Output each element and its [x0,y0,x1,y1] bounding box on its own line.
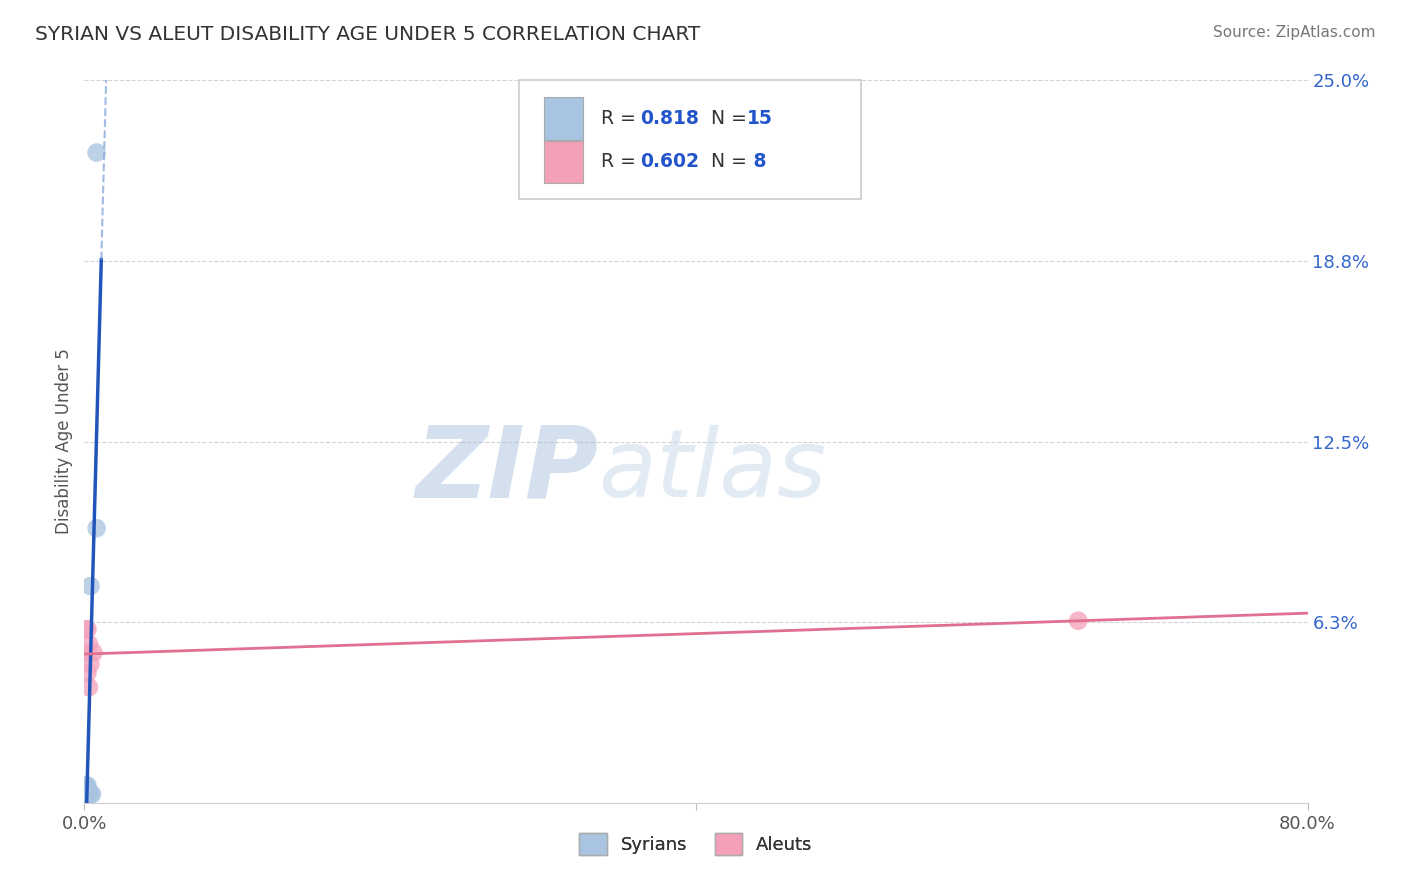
Point [76,787,98,801]
Point [86,145,108,160]
Point [1067,614,1090,628]
Point [77,680,100,694]
Point [75,784,97,798]
Text: Source: ZipAtlas.com: Source: ZipAtlas.com [1212,25,1375,40]
Text: SYRIAN VS ALEUT DISABILITY AGE UNDER 5 CORRELATION CHART: SYRIAN VS ALEUT DISABILITY AGE UNDER 5 C… [35,25,700,44]
Point [79,657,101,671]
FancyBboxPatch shape [544,97,583,140]
Point [77,784,100,798]
Legend: Syrians, Aleuts: Syrians, Aleuts [572,826,820,863]
Text: 8: 8 [748,153,766,171]
Point [77,787,100,801]
Point [76,781,98,796]
Text: R =: R = [600,109,636,128]
Point [75,779,97,793]
Point [83,646,105,660]
Point [76,665,98,680]
Point [77,637,100,651]
Text: 0.818: 0.818 [640,109,699,128]
Text: R =: R = [600,153,636,171]
Point [79,787,101,801]
Point [75,790,97,805]
Point [75,781,97,796]
Point [76,779,98,793]
FancyBboxPatch shape [519,80,860,200]
Point [76,623,98,637]
Text: 0.602: 0.602 [640,153,699,171]
Text: 15: 15 [748,109,773,128]
Point [76,784,98,798]
Point [86,521,108,535]
Point [80,787,103,801]
Y-axis label: Disability Age Under 5: Disability Age Under 5 [55,349,73,534]
Point [75,646,97,660]
Point [75,787,97,801]
FancyBboxPatch shape [544,141,583,183]
Text: N =: N = [710,109,747,128]
Text: ZIP: ZIP [415,422,598,519]
Point [79,579,101,593]
Text: N =: N = [710,153,747,171]
Point [75,623,97,637]
Text: atlas: atlas [598,425,827,516]
